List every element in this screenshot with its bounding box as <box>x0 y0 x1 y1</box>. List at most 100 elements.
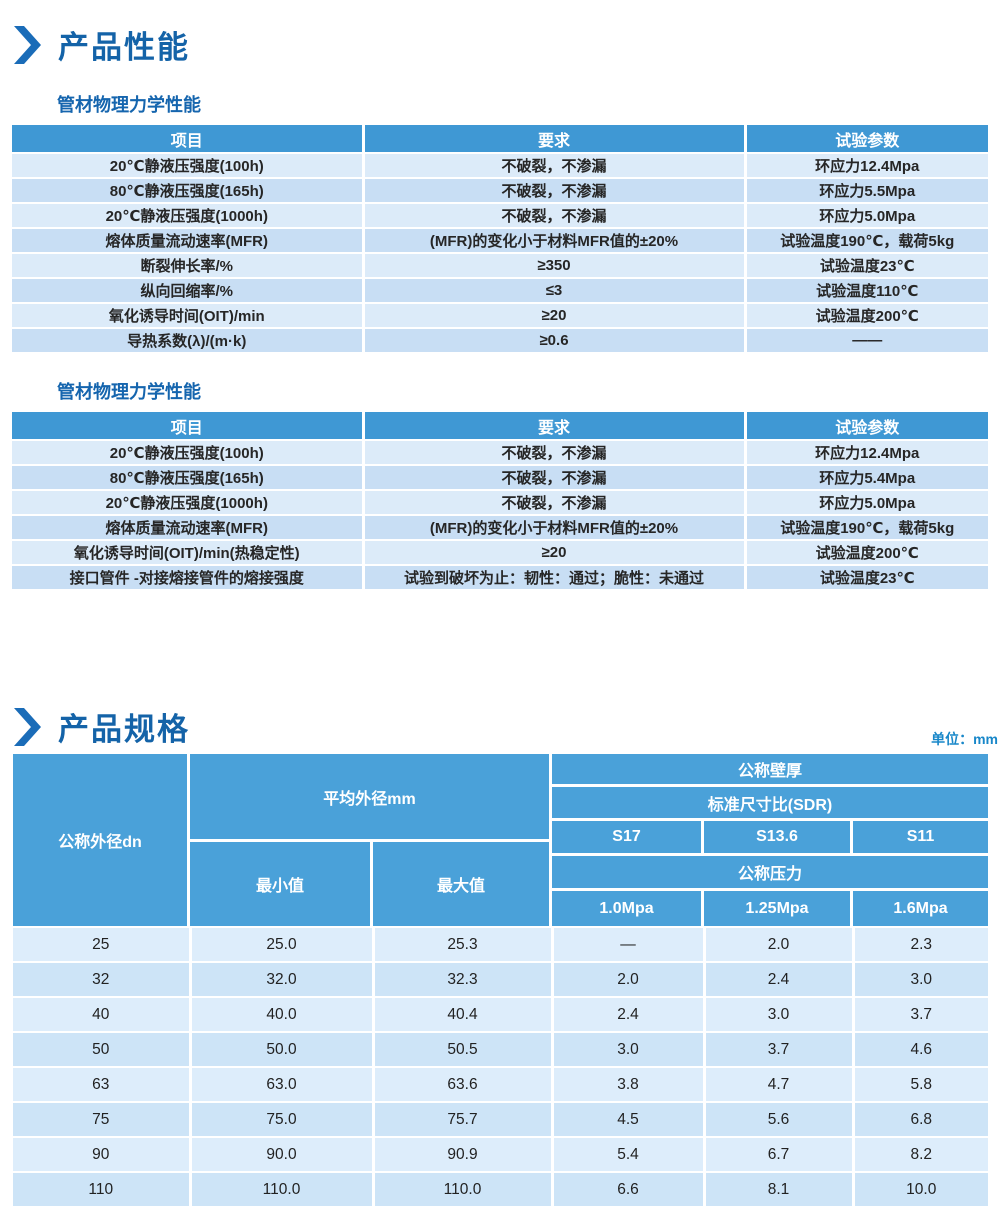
table-row: 氧化诱导时间(OIT)/min(热稳定性) ≥20 试验温度200℃ <box>12 540 988 566</box>
table-cell: (MFR)的变化小于材料MFR值的±20% <box>363 515 747 541</box>
table-cell: 110.0 <box>190 1172 375 1208</box>
header-sdr-s13-6: S13.6 <box>704 821 853 853</box>
table-row: 20℃静液压强度(1000h) 不破裂，不渗漏 环应力5.0Mpa <box>12 490 988 516</box>
chevron-right-icon <box>14 707 41 746</box>
table-cell: 不破裂，不渗漏 <box>363 465 747 491</box>
table-cell: 3.7 <box>853 997 988 1033</box>
table-cell: 32.0 <box>190 962 375 998</box>
header-sdr-values-row: S17 S13.6 S11 <box>552 821 988 856</box>
table-cell: ≥350 <box>363 253 747 279</box>
table-cell: 110 <box>13 1172 192 1208</box>
table-row: 90 90.0 90.9 5.4 6.7 8.2 <box>13 1137 988 1173</box>
table-cell: 32.3 <box>373 962 554 998</box>
table-cell: 不破裂，不渗漏 <box>363 490 747 516</box>
header-wall-group: 公称壁厚 标准尺寸比(SDR) S17 S13.6 S11 公称压力 1.0Mp… <box>552 754 988 926</box>
table-cell: (MFR)的变化小于材料MFR值的±20% <box>363 228 747 254</box>
header-nominal-pressure: 公称压力 <box>552 856 988 891</box>
table-row: 20℃静液压强度(100h) 不破裂，不渗漏 环应力12.4Mpa <box>12 153 988 179</box>
table-header-row: 项目 要求 试验参数 <box>12 412 988 441</box>
table-row: 40 40.0 40.4 2.4 3.0 3.7 <box>13 997 988 1033</box>
section-performance-title: 产品性能 <box>58 30 190 65</box>
header-sdr-s17: S17 <box>552 821 704 853</box>
table2-subtitle: 管材物理力学性能 <box>57 382 201 402</box>
table-cell: 2.4 <box>704 962 855 998</box>
table-cell: 3.0 <box>552 1032 706 1068</box>
spec-meta-row: 单位：mm <box>12 729 1000 749</box>
table-cell: 试验温度23℃ <box>745 253 988 279</box>
table-cell: 50.0 <box>190 1032 375 1068</box>
table-cell: 试验温度200℃ <box>745 540 988 566</box>
pipe-properties-table-2: 项目 要求 试验参数 20℃静液压强度(100h) 不破裂，不渗漏 环应力12.4M… <box>12 412 988 591</box>
table-cell: 环应力5.4Mpa <box>745 465 988 491</box>
table-cell: 试验温度200℃ <box>745 303 988 329</box>
table-cell: ≥20 <box>363 540 747 566</box>
table-cell: 50.5 <box>373 1032 554 1068</box>
table-cell: 熔体质量流动速率(MFR) <box>12 515 365 541</box>
table-row: 接口管件 -对接熔接管件的熔接强度 试验到破坏为止：韧性：通过；脆性：未通过 试验温… <box>12 565 988 591</box>
table-cell: 75.0 <box>190 1102 375 1138</box>
table-cell: 90.0 <box>190 1137 375 1173</box>
table-cell: 90 <box>13 1137 192 1173</box>
header-pressure-1-6: 1.6Mpa <box>853 891 988 926</box>
table-cell: 6.6 <box>552 1172 706 1208</box>
table-cell: 环应力5.5Mpa <box>745 178 988 204</box>
table-cell: 4.6 <box>853 1032 988 1068</box>
table-cell: 6.8 <box>853 1102 988 1138</box>
table-row: 导热系数(λ)/(m·k) ≥0.6 —— <box>12 328 988 354</box>
unit-label: 单位：mm <box>931 731 998 747</box>
table-cell: 80℃静液压强度(165h) <box>12 178 365 204</box>
table-cell: 3.0 <box>853 962 988 998</box>
table-cell: 110.0 <box>373 1172 554 1208</box>
table-cell: 断裂伸长率/% <box>12 253 365 279</box>
table-cell: 40.0 <box>190 997 375 1033</box>
table-cell: 5.6 <box>704 1102 855 1138</box>
section-specs-title: 产品规格 <box>58 712 190 747</box>
table-cell: —— <box>745 328 988 354</box>
table-header-row: 项目 要求 试验参数 <box>12 125 988 154</box>
spec-table: 公称外径dn 平均外径mm 最小值 最大值 公称壁厚 标准尺寸比(SDR) S1… <box>13 754 988 1208</box>
table-cell: 5.4 <box>552 1137 706 1173</box>
table-row: 80℃静液压强度(165h) 不破裂，不渗漏 环应力5.5Mpa <box>12 178 988 204</box>
table-cell: 63 <box>13 1067 192 1103</box>
header-max-value: 最大值 <box>373 842 549 926</box>
table-cell: 40 <box>13 997 192 1033</box>
table-cell: 纵向回缩率/% <box>12 278 365 304</box>
table-cell: 20℃静液压强度(1000h) <box>12 203 365 229</box>
table-cell: — <box>552 926 706 963</box>
table-cell: 25.3 <box>373 926 554 963</box>
column-header-requirement: 要求 <box>363 125 747 154</box>
table-cell: 不破裂，不渗漏 <box>363 203 747 229</box>
table-cell: 2.0 <box>552 962 706 998</box>
table-cell: 75 <box>13 1102 192 1138</box>
table-row: 32 32.0 32.3 2.0 2.4 3.0 <box>13 962 988 998</box>
header-pressure-1-0: 1.0Mpa <box>552 891 704 926</box>
table-row: 断裂伸长率/% ≥350 试验温度23℃ <box>12 253 988 279</box>
table1-subtitle: 管材物理力学性能 <box>57 95 201 115</box>
table-cell: 2.3 <box>853 926 988 963</box>
table-row: 熔体质量流动速率(MFR) (MFR)的变化小于材料MFR值的±20% 试验温度19… <box>12 228 988 254</box>
table-cell: 导热系数(λ)/(m·k) <box>12 328 365 354</box>
table-cell: 2.0 <box>704 926 855 963</box>
table-cell: 环应力5.0Mpa <box>745 490 988 516</box>
header-avg-od: 平均外径mm <box>190 754 549 842</box>
chevron-right-icon <box>14 25 41 64</box>
table-cell: 20℃静液压强度(100h) <box>12 440 365 466</box>
table-cell: 3.7 <box>704 1032 855 1068</box>
table-row: 纵向回缩率/% ≤3 试验温度110℃ <box>12 278 988 304</box>
table-cell: 不破裂，不渗漏 <box>363 440 747 466</box>
table-cell: 4.5 <box>552 1102 706 1138</box>
table-cell: 63.0 <box>190 1067 375 1103</box>
table-cell: 32 <box>13 962 192 998</box>
pipe-properties-table-1: 项目 要求 试验参数 20℃静液压强度(100h) 不破裂，不渗漏 环应力12.4M… <box>12 125 988 354</box>
header-min-value: 最小值 <box>190 842 373 926</box>
table-cell: 不破裂，不渗漏 <box>363 178 747 204</box>
header-pressure-1-25: 1.25Mpa <box>704 891 853 926</box>
header-nominal-wall: 公称壁厚 <box>552 754 988 787</box>
table-cell: 熔体质量流动速率(MFR) <box>12 228 365 254</box>
column-header-item: 项目 <box>12 125 365 154</box>
spec-table-header: 公称外径dn 平均外径mm 最小值 最大值 公称壁厚 标准尺寸比(SDR) S1… <box>13 754 988 926</box>
table-cell: 80℃静液压强度(165h) <box>12 465 365 491</box>
header-minmax-row: 最小值 最大值 <box>190 842 549 926</box>
header-avg-od-group: 平均外径mm 最小值 最大值 <box>190 754 552 926</box>
